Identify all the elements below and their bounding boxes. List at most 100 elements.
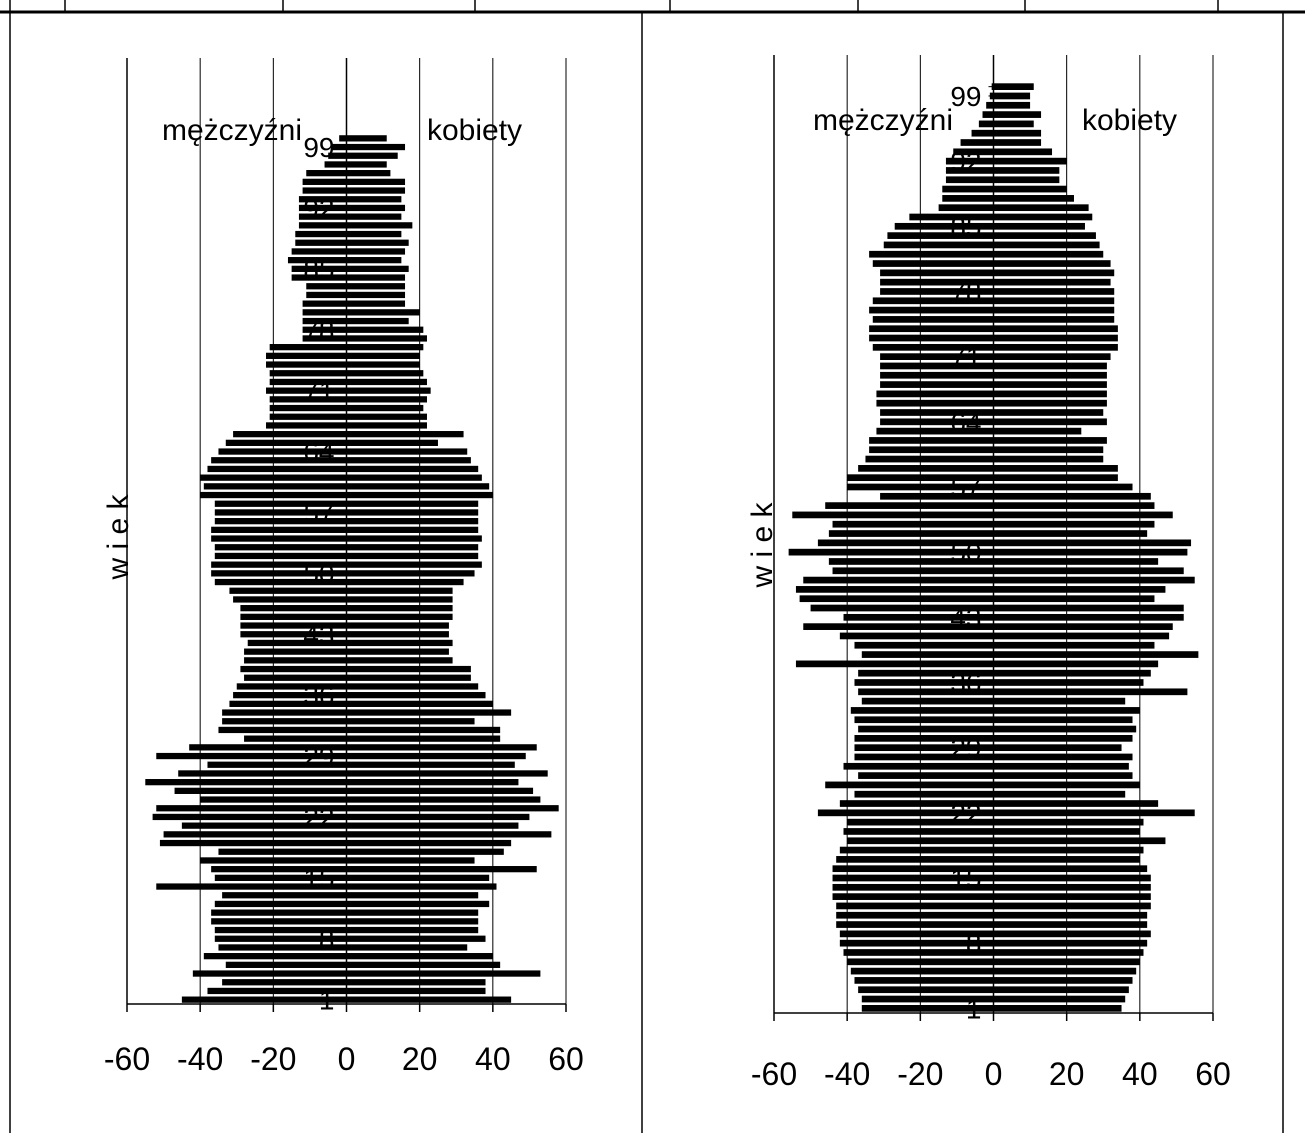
bar-women-age-46 <box>993 586 1166 593</box>
bar-men-age-96 <box>978 120 994 128</box>
bar-women-age-2 <box>993 995 1126 1003</box>
bar-women-age-44 <box>346 622 449 629</box>
bar-men-age-18 <box>839 846 994 854</box>
bar-women-age-100 <box>993 83 1034 91</box>
y-tick-label: 85 <box>303 254 334 285</box>
bar-women-age-60 <box>346 483 490 490</box>
bar-women-age-23 <box>346 805 559 812</box>
bar-women-age-20 <box>346 831 552 838</box>
bar-women-age-37 <box>346 683 479 690</box>
bar-women-age-93 <box>346 196 402 203</box>
bar-men-age-47 <box>803 576 994 584</box>
bar-men-age-24 <box>854 790 994 798</box>
bar-men-age-52 <box>214 552 347 560</box>
bar-women-age-58 <box>993 474 1118 482</box>
bar-women-age-30 <box>346 744 537 751</box>
bar-men-age-41 <box>244 648 347 655</box>
bar-men-age-10 <box>211 918 347 925</box>
y-tick-label: 15 <box>950 863 981 894</box>
bar-men-age-10 <box>836 921 994 928</box>
bar-women-age-7 <box>346 944 468 951</box>
bar-women-age-9 <box>993 930 1151 938</box>
bar-men-age-92 <box>298 204 347 212</box>
bar-men-age-25 <box>825 781 994 789</box>
bar-women-age-84 <box>993 232 1096 239</box>
bar-women-age-64 <box>346 448 468 455</box>
bar-men-age-43 <box>843 613 994 621</box>
y-tick-label: 29 <box>303 741 334 772</box>
bar-women-age-74 <box>346 361 420 368</box>
bar-men-age-53 <box>832 520 994 528</box>
bar-women-age-9 <box>346 926 479 934</box>
bar-women-age-26 <box>346 779 519 786</box>
bar-women-age-32 <box>346 726 501 734</box>
bar-men-age-27 <box>843 762 994 770</box>
bar-men-age-11 <box>211 909 347 916</box>
bar-men-age-6 <box>203 953 347 960</box>
x-tick-label: 40 <box>1122 1056 1158 1092</box>
bar-women-age-43 <box>993 613 1184 621</box>
bar-men-age-56 <box>880 492 994 500</box>
bar-women-age-1 <box>993 1004 1122 1012</box>
right-ticks: -60 -40 -20 0 20 40 60 1 8 15 22 29 36 43 50 57 64 71 78 85… <box>751 81 1231 1092</box>
bar-men-age-69 <box>269 404 347 412</box>
right-bars <box>788 83 1199 1012</box>
bar-women-age-71 <box>346 387 431 394</box>
bar-men-age-63 <box>876 427 994 435</box>
bar-women-age-49 <box>993 558 1159 565</box>
bar-women-age-22 <box>346 813 530 821</box>
bar-men-age-51 <box>817 539 994 547</box>
bar-women-age-70 <box>346 396 427 403</box>
bar-men-age-81 <box>872 260 994 267</box>
bar-men-age-75 <box>872 316 994 323</box>
bar-women-age-37 <box>993 669 1151 677</box>
bar-men-age-50 <box>788 548 994 556</box>
bar-men-age-88 <box>295 239 347 246</box>
bar-women-age-50 <box>346 570 475 577</box>
y-tick-label: 29 <box>950 733 981 764</box>
bar-men-age-50 <box>211 570 347 577</box>
bar-men-age-68 <box>880 381 994 388</box>
bar-women-age-11 <box>993 911 1148 919</box>
bar-women-age-77 <box>346 335 427 342</box>
bar-women-age-89 <box>993 185 1067 193</box>
bar-men-age-12 <box>214 900 347 908</box>
bar-men-age-76 <box>269 344 347 351</box>
bar-men-age-45 <box>799 595 994 603</box>
bar-women-age-87 <box>993 204 1089 212</box>
bar-men-age-87 <box>291 248 347 255</box>
y-tick-label: 50 <box>303 558 334 589</box>
bar-men-age-48 <box>229 587 347 594</box>
bar-men-age-23 <box>156 805 347 812</box>
bar-men-age-14 <box>832 883 994 891</box>
y-tick-label: 43 <box>950 602 981 633</box>
bar-men-age-83 <box>306 283 347 290</box>
bar-women-age-82 <box>993 250 1104 258</box>
y-tick-label: 1 <box>319 985 335 1016</box>
bar-women-age-68 <box>993 381 1107 388</box>
bar-men-age-6 <box>847 958 994 966</box>
bar-women-age-94 <box>993 139 1042 146</box>
bar-women-age-6 <box>346 953 493 960</box>
bar-men-age-81 <box>302 300 347 307</box>
y-tick-label: 57 <box>950 472 981 503</box>
bar-men-age-92 <box>945 157 994 165</box>
bar-men-age-32 <box>218 726 347 734</box>
bar-men-age-93 <box>298 196 347 203</box>
bar-men-age-88 <box>942 195 994 202</box>
bar-women-age-59 <box>993 465 1118 472</box>
bar-women-age-28 <box>346 761 515 768</box>
bar-women-age-99 <box>993 92 1031 100</box>
bar-women-age-96 <box>993 120 1034 128</box>
bar-men-age-65 <box>225 439 347 446</box>
bar-women-age-91 <box>346 213 402 220</box>
bar-men-age-78 <box>880 288 994 295</box>
bar-women-age-42 <box>993 623 1173 630</box>
bar-women-age-51 <box>346 561 482 568</box>
y-tick-label: 78 <box>303 315 334 346</box>
bar-men-age-22 <box>817 809 994 817</box>
bar-men-age-20 <box>163 831 347 838</box>
bar-men-age-12 <box>836 902 994 910</box>
bar-women-age-8 <box>346 935 486 942</box>
